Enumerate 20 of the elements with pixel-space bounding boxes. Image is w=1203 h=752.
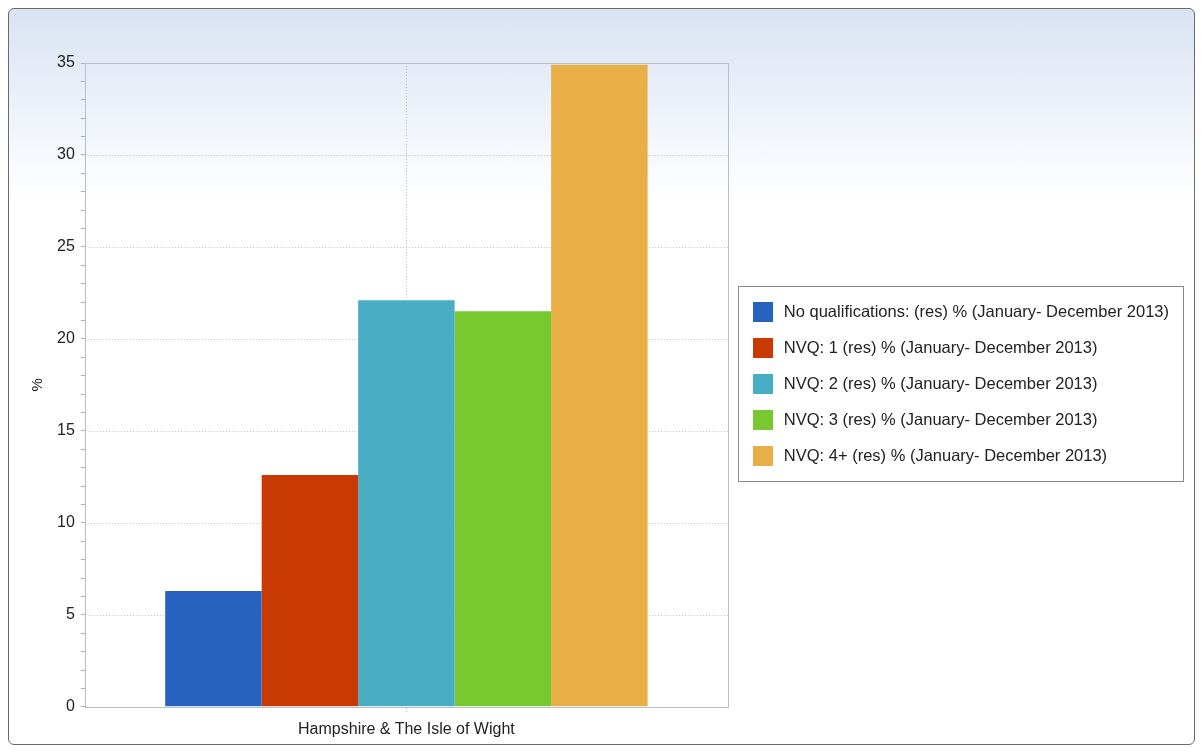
legend-label: NVQ: 2 (res) % (January- December 2013) — [783, 374, 1098, 393]
legend-label: NVQ: 4+ (res) % (January- December 2013) — [783, 446, 1108, 465]
legend-label: NVQ: 1 (res) % (January- December 2013) — [783, 338, 1098, 357]
y-tick-label: 25 — [57, 237, 75, 255]
bar — [454, 311, 552, 707]
y-tick-label: 0 — [65, 697, 75, 715]
legend-label: NVQ: 3 (res) % (January- December 2013) — [783, 410, 1098, 429]
bar — [358, 300, 455, 707]
y-axis-title: % — [28, 378, 46, 392]
legend-label: No qualifications: (res) % (January- December 2013) — [783, 302, 1169, 321]
bar — [165, 590, 262, 707]
y-tick-label: 5 — [65, 605, 75, 623]
y-tick-label: 10 — [57, 513, 75, 531]
y-tick-label: 20 — [57, 329, 75, 347]
y-tick-label: 35 — [57, 53, 75, 71]
y-tick-label: 15 — [57, 421, 75, 439]
x-tick-label: Hampshire & The Isle of Wight — [298, 719, 516, 737]
bar — [261, 475, 359, 707]
y-tick-label: 30 — [57, 145, 75, 163]
bar — [551, 64, 648, 707]
